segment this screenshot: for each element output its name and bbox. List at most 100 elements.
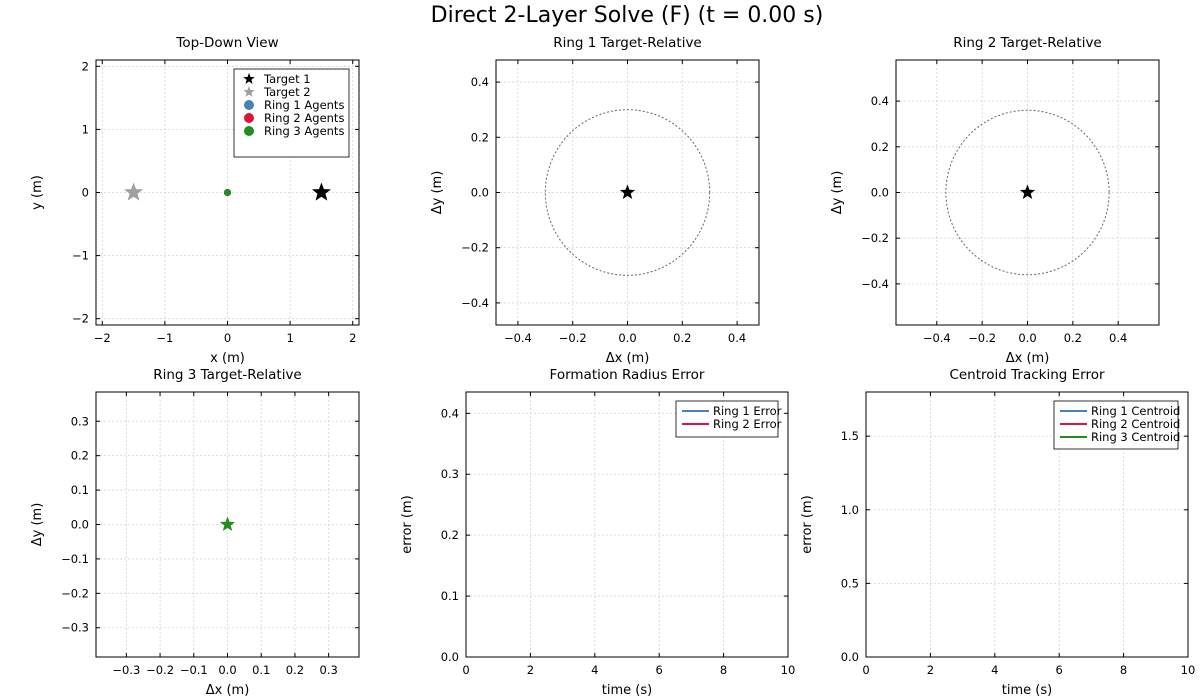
x-tick-label: −0.4: [504, 331, 532, 345]
panel-title: Top-Down View: [175, 35, 278, 51]
x-axis-label: Δx (m): [1006, 351, 1050, 366]
x-tick-label: 0.2: [286, 663, 304, 677]
star-marker: [219, 516, 236, 531]
y-tick-label: 0.4: [871, 94, 889, 108]
y-tick-label: 0.2: [441, 528, 459, 542]
x-tick-label: 0.2: [1064, 331, 1082, 345]
x-tick-label: 0.0: [218, 663, 236, 677]
x-tick-label: 2: [527, 663, 534, 677]
legend-swatch: [243, 86, 255, 97]
y-tick-label: 1.0: [841, 503, 859, 517]
legend-box: [233, 68, 350, 158]
y-tick-label: −0.2: [861, 231, 889, 245]
star-marker: [1019, 184, 1036, 199]
plot-frame: [865, 391, 1189, 658]
legend-swatch: [244, 113, 254, 123]
y-tick-label: 0.4: [441, 406, 459, 420]
legend-label: Target 2: [263, 85, 311, 99]
x-tick-label: −0.2: [146, 663, 174, 677]
legend-label: Ring 2 Agents: [264, 111, 344, 125]
y-tick-label: 1: [82, 122, 89, 136]
legend-label: Ring 1 Centroid: [1091, 404, 1180, 418]
star-marker: [311, 182, 331, 201]
legend-swatch: [243, 73, 255, 84]
x-axis-label: time (s): [602, 683, 652, 698]
y-tick-label: 2: [82, 59, 89, 73]
x-tick-label: −0.2: [559, 331, 587, 345]
y-axis-label: error (m): [800, 495, 815, 553]
y-tick-label: 0.2: [471, 130, 489, 144]
y-tick-label: 0.3: [71, 414, 89, 428]
y-tick-label: 0.2: [71, 449, 89, 463]
x-tick-label: −0.4: [923, 331, 951, 345]
legend-label: Ring 3 Agents: [264, 124, 344, 138]
legend-label: Target 1: [263, 72, 311, 86]
x-axis-label: time (s): [1002, 683, 1052, 698]
x-tick-label: 0.4: [728, 331, 746, 345]
x-tick-label: 10: [1181, 663, 1196, 677]
y-tick-label: 0.3: [441, 467, 459, 481]
x-tick-label: 0: [462, 663, 469, 677]
panel-title: Ring 2 Target-Relative: [953, 35, 1102, 51]
y-tick-label: 1.5: [841, 429, 859, 443]
star-marker: [619, 184, 636, 199]
y-tick-label: 0: [82, 186, 89, 200]
y-tick-label: −0.4: [461, 296, 489, 310]
panel-title: Ring 3 Target-Relative: [153, 367, 302, 383]
y-tick-label: −0.2: [61, 586, 89, 600]
x-tick-label: 1: [286, 331, 293, 345]
y-tick-label: 0.0: [71, 518, 89, 532]
y-tick-label: 0.2: [871, 140, 889, 154]
legend-label: Ring 1 Agents: [264, 98, 344, 112]
star-marker: [124, 182, 144, 201]
y-tick-label: 0.0: [471, 186, 489, 200]
panel-5: 0 2 4 6 8 10 0.0 0.1 0.2 0.3 0.4 Formation Radius E…: [400, 367, 795, 698]
y-tick-label: 0.1: [441, 589, 459, 603]
plot-frame: [465, 391, 789, 658]
x-axis-label: x (m): [210, 351, 245, 366]
panel-4: −0.3 −0.2 −0.1 0.0 0.1 0.2 0.3 −0.3 −0.2 −0.1 0.0 0…: [30, 367, 360, 698]
panel-title: Formation Radius Error: [550, 367, 705, 383]
x-tick-label: 6: [1056, 663, 1063, 677]
x-tick-label: 8: [720, 663, 727, 677]
y-axis-label: error (m): [400, 495, 415, 553]
x-tick-label: 8: [1120, 663, 1127, 677]
panel-6: 0 2 4 6 8 10 0.0 0.5 1.0 1.5 Centroid Tracking Err…: [800, 367, 1195, 698]
y-tick-label: −0.1: [61, 552, 89, 566]
x-axis-label: Δx (m): [206, 683, 250, 698]
x-tick-label: 2: [349, 331, 356, 345]
x-tick-label: 0.0: [618, 331, 636, 345]
y-tick-label: 0.4: [471, 75, 489, 89]
x-tick-label: 4: [591, 663, 598, 677]
x-tick-label: 4: [991, 663, 998, 677]
x-tick-label: 2: [927, 663, 934, 677]
y-tick-label: −0.3: [61, 621, 89, 635]
x-tick-label: −0.3: [112, 663, 140, 677]
x-tick-label: 10: [781, 663, 796, 677]
reference-circle: [544, 109, 711, 276]
y-axis-label: Δy (m): [30, 503, 45, 547]
y-tick-label: 0.0: [441, 650, 459, 664]
x-tick-label: −1: [156, 331, 173, 345]
legend-swatch: [244, 100, 254, 110]
figure-title: Direct 2-Layer Solve (F) (t = 0.00 s): [431, 3, 824, 28]
y-axis-label: y (m): [30, 175, 45, 210]
legend-label: Ring 1 Error: [713, 404, 782, 418]
y-tick-label: −0.4: [861, 277, 889, 291]
x-tick-label: −0.1: [180, 663, 208, 677]
legend-label: Ring 2 Centroid: [1091, 417, 1180, 431]
x-tick-label: 0: [862, 663, 869, 677]
y-tick-label: 0.0: [841, 650, 859, 664]
y-tick-label: −2: [72, 312, 89, 326]
legend-label: Ring 2 Error: [713, 417, 782, 431]
x-axis-label: Δx (m): [606, 351, 650, 366]
y-axis-label: Δy (m): [430, 171, 445, 215]
x-tick-label: −0.2: [968, 331, 996, 345]
y-tick-label: −0.2: [461, 241, 489, 255]
agent-marker: [224, 189, 231, 196]
x-tick-label: 0.1: [252, 663, 270, 677]
panel-2: −0.4 −0.2 0.0 0.2 0.4 −0.4 −0.2 0.0 0.2 0.4 Ring 1…: [430, 35, 760, 366]
x-tick-label: 0: [224, 331, 231, 345]
